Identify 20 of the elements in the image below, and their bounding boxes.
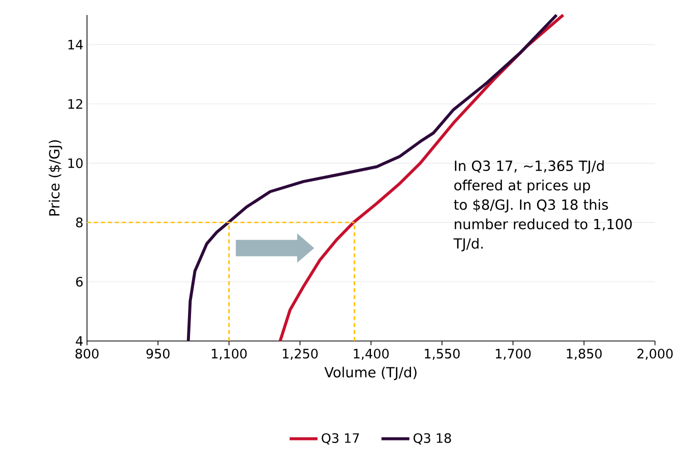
x-tick-label: 2,000 — [637, 348, 673, 360]
x-axis-title: Volume (TJ/d) — [324, 366, 417, 380]
y-tick-label: 12 — [68, 99, 82, 109]
x-tick-label: 1,400 — [354, 348, 389, 360]
y-tick-label: 8 — [76, 218, 83, 228]
legend-label: Q3 18 — [414, 433, 451, 444]
x-tick-label: 950 — [146, 348, 170, 359]
y-tick-label: 10 — [68, 158, 83, 168]
x-tick-label: 1,700 — [496, 348, 531, 360]
x-tick-label: 1,850 — [566, 348, 602, 360]
y-tick-label: 6 — [76, 276, 83, 287]
x-tick-label: 1,550 — [424, 348, 460, 360]
x-tick-label: 800 — [76, 348, 98, 359]
annotation: In Q3 17, ~1,365 TJ/d offered at prices up to $8/GJ. In Q3 18 this number reduced to 1,100 TJ/d. — [454, 160, 632, 252]
legend-label: Q3 17 — [322, 433, 359, 444]
x-tick-label: 1,250 — [282, 348, 318, 360]
y-tick-label: 4 — [76, 336, 83, 346]
y-axis-title: Price ($/GJ) — [48, 140, 62, 216]
y-tick-label: 14 — [68, 40, 83, 50]
x-tick-label: 1,100 — [212, 348, 247, 360]
